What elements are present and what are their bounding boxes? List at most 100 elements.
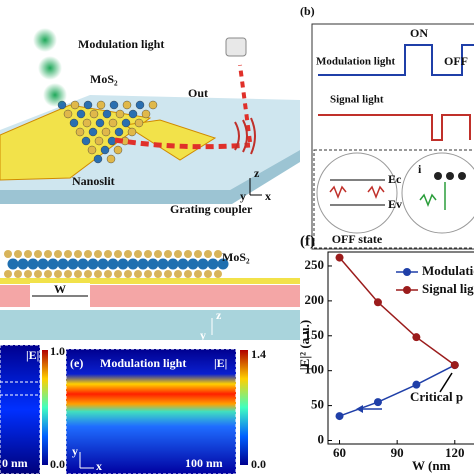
point xyxy=(412,380,421,389)
atom xyxy=(128,109,138,119)
label: MoS₂ xyxy=(90,72,118,86)
atom xyxy=(100,145,110,155)
light-spot xyxy=(38,56,62,80)
atom xyxy=(109,100,119,110)
axis-label: y xyxy=(200,328,206,342)
atom xyxy=(81,136,91,146)
atom xyxy=(134,250,142,258)
atom xyxy=(57,258,69,270)
tick-label: 0.0 xyxy=(251,457,266,471)
axis-label: y xyxy=(72,444,78,458)
atom xyxy=(204,250,212,258)
mos2-layer xyxy=(4,250,229,278)
atom xyxy=(157,258,169,270)
axis-label: x xyxy=(96,459,102,473)
atom xyxy=(83,100,93,110)
photon xyxy=(329,185,385,200)
atom xyxy=(106,154,116,164)
atom xyxy=(104,270,112,278)
atom xyxy=(70,100,80,110)
atom xyxy=(127,258,139,270)
atom xyxy=(47,258,59,270)
atom xyxy=(93,154,103,164)
frame xyxy=(0,344,41,474)
scale-label: 100 nm xyxy=(185,456,223,470)
legend-label: Signal lig xyxy=(422,281,474,296)
slit xyxy=(30,283,90,307)
frame xyxy=(311,23,474,250)
atom xyxy=(154,270,162,278)
y-tick-label: 250 xyxy=(305,257,325,272)
atom xyxy=(108,118,118,128)
atom xyxy=(84,250,92,258)
label: W xyxy=(54,282,66,296)
atom xyxy=(74,270,82,278)
x-axis-label: W (nm xyxy=(412,458,451,473)
axis-label: z xyxy=(254,166,260,180)
atom xyxy=(174,250,182,258)
inset-circle xyxy=(401,152,474,234)
atom xyxy=(44,270,52,278)
atom xyxy=(207,258,219,270)
out-beam xyxy=(238,64,252,143)
y-tick-label: 200 xyxy=(305,292,325,307)
chart-title: (f) xyxy=(300,233,315,249)
panel-e: (e) Modulation light |E| 1.4 0.0 100 nm … xyxy=(65,347,266,474)
atom xyxy=(104,250,112,258)
atom xyxy=(117,258,129,270)
label: Modulation light xyxy=(100,356,186,370)
atom xyxy=(197,258,209,270)
atom xyxy=(4,270,12,278)
point xyxy=(335,412,344,421)
y-tick-label: 100 xyxy=(305,362,325,377)
atom xyxy=(177,258,189,270)
atom xyxy=(74,250,82,258)
point xyxy=(373,298,382,307)
atom xyxy=(135,100,145,110)
atom xyxy=(167,258,179,270)
atom xyxy=(87,145,97,155)
atom xyxy=(14,250,22,258)
y-tick-label: 150 xyxy=(305,327,325,342)
light-spot xyxy=(33,28,57,52)
atom xyxy=(84,270,92,278)
annotation-arrow xyxy=(439,372,453,393)
tick-label: 1.4 xyxy=(251,347,266,361)
atom xyxy=(107,136,117,146)
atom xyxy=(94,270,102,278)
atom xyxy=(69,118,79,128)
atom xyxy=(54,250,62,258)
atom xyxy=(95,118,105,128)
atom xyxy=(17,258,29,270)
atom xyxy=(204,270,212,278)
atom xyxy=(124,270,132,278)
point xyxy=(373,398,382,407)
label: |E| xyxy=(26,348,39,362)
gold-plate xyxy=(123,119,217,161)
axis-label: x xyxy=(265,189,271,203)
label: Nanoslit xyxy=(72,174,115,188)
point xyxy=(335,253,344,262)
atom xyxy=(154,250,162,258)
atom xyxy=(24,250,32,258)
atom xyxy=(164,270,172,278)
inset-circle xyxy=(316,152,398,234)
substrate-edge xyxy=(0,150,300,204)
atom xyxy=(174,270,182,278)
atom xyxy=(77,258,89,270)
atom xyxy=(97,258,109,270)
label: Ec xyxy=(388,172,402,186)
atom xyxy=(24,270,32,278)
colorbar xyxy=(42,350,48,465)
atom xyxy=(114,250,122,258)
atom xyxy=(34,270,42,278)
y-tick-label: 0 xyxy=(318,431,325,446)
modulation-wave xyxy=(318,44,474,76)
atom xyxy=(214,270,222,278)
atom xyxy=(134,118,144,128)
y-axis-label: |E|² (a.u.) xyxy=(297,320,312,370)
atom xyxy=(63,109,73,119)
atom xyxy=(115,109,125,119)
label: ON xyxy=(410,26,428,40)
